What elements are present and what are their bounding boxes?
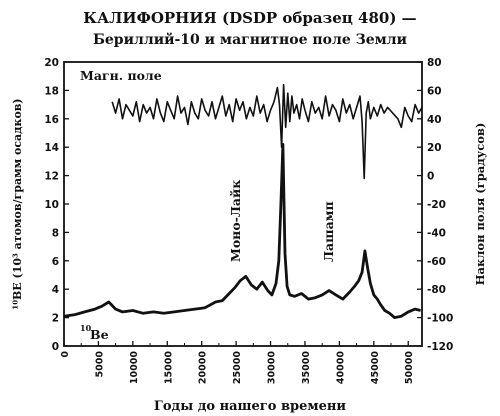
right-axis-label: Наклон поля (градусов) [473,123,487,286]
x-tick-label: 35000 [301,351,312,384]
x-tick-label: 5000 [94,351,105,378]
chart-subtitle: Бериллий-10 и магнитное поле Земли [93,31,407,48]
series-line-magnetic-inclination [111,83,423,180]
x-tick-label: 15000 [163,351,174,384]
left-tick-label: 18 [44,85,59,97]
x-tick-label: 25000 [232,351,243,384]
magnetic-field-label: Магн. поле [80,68,162,83]
right-tick-label: -100 [427,313,453,325]
left-axis-ticks: 0 2 4 6 8 10 12 14 16 18 20 [44,57,69,353]
left-tick-label: 6 [52,256,59,268]
right-tick-label: -20 [427,199,446,211]
left-tick-label: 10 [44,199,59,211]
x-tick-label: 50000 [404,351,415,384]
series-line-beryllium-10 [63,142,421,320]
right-tick-label: -60 [427,256,446,268]
left-tick-label: 2 [52,313,59,325]
left-tick-label: 0 [52,341,59,353]
right-tick-label: 40 [427,114,442,126]
right-tick-label: -120 [427,341,453,353]
left-tick-label: 8 [52,227,59,239]
right-tick-label: 60 [427,85,442,97]
x-tick-label: 10000 [129,351,140,384]
event-label-mono-lake: Моно-Лайк [228,180,243,262]
event-label-laschamp: Лашамп [321,201,336,262]
x-axis-ticks: 0 5000 10000 15000 20000 25000 30000 35000 40000… [60,341,415,384]
x-tick-label: 40000 [335,351,346,384]
left-tick-label: 14 [44,142,59,154]
x-tick-label: 20000 [198,351,209,384]
x-axis-label: Годы до нашего времени [154,399,347,414]
left-tick-label: 20 [44,57,59,69]
x-tick-label: 30000 [267,351,278,384]
right-axis-ticks: -120 -100 -80 -60 -40 -20 0 20 40 60 80 [417,57,453,353]
right-tick-label: -40 [427,227,446,239]
left-axis-label: ¹⁰BE (10³ атомов/грамм осадков) [11,98,24,309]
x-tick-label: 45000 [370,351,381,384]
be-label: Be [90,327,109,342]
right-tick-label: 20 [427,142,442,154]
left-tick-label: 12 [44,171,59,183]
chart-title: КАЛИФОРНИЯ (DSDP образец 480) — [83,9,416,27]
right-tick-label: 0 [427,171,434,183]
left-tick-label: 16 [44,114,59,126]
right-tick-label: 80 [427,57,442,69]
left-tick-label: 4 [52,284,59,296]
be-label-superscript: 10 [80,323,92,333]
right-tick-label: -80 [427,284,446,296]
x-tick-label: 0 [60,351,71,358]
